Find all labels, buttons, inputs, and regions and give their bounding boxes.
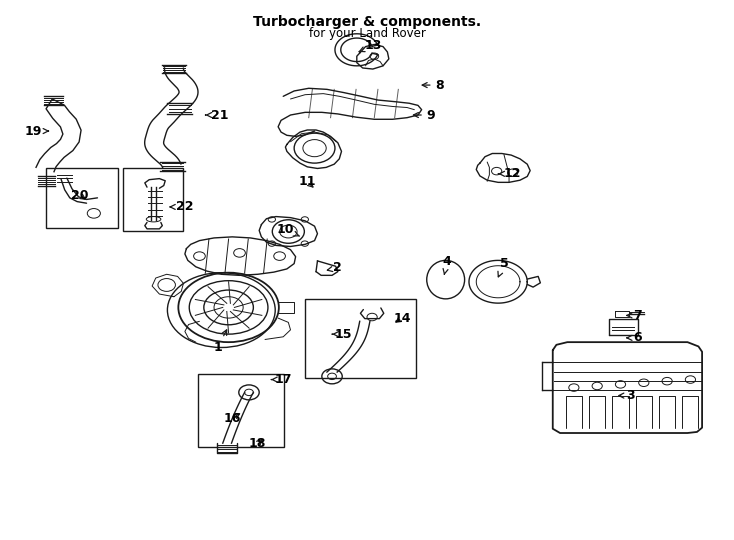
Text: 8: 8 (422, 79, 444, 92)
Text: 13: 13 (359, 39, 382, 52)
Text: 15: 15 (333, 328, 352, 341)
Bar (123, 168, 183, 231)
Text: for your Land Rover: for your Land Rover (308, 27, 426, 40)
Text: 12: 12 (498, 167, 521, 180)
Bar (46, 168, 118, 228)
Text: 22: 22 (170, 200, 194, 213)
Text: 14: 14 (393, 312, 411, 325)
Text: 11: 11 (299, 176, 316, 188)
Text: 20: 20 (70, 188, 88, 201)
Text: 1: 1 (214, 330, 227, 354)
Text: 10: 10 (277, 224, 299, 237)
Text: 6: 6 (627, 332, 642, 345)
Text: 21: 21 (206, 109, 228, 122)
Text: Turbocharger & components.: Turbocharger & components. (253, 15, 481, 29)
Text: 18: 18 (249, 437, 266, 450)
Text: 4: 4 (443, 255, 451, 274)
Text: 3: 3 (619, 389, 635, 402)
Text: 5: 5 (498, 257, 509, 277)
Text: 9: 9 (413, 109, 435, 122)
Text: 17: 17 (272, 373, 292, 386)
Bar (198, 374, 284, 448)
Text: 19: 19 (25, 125, 48, 138)
Bar (305, 299, 415, 378)
Text: 7: 7 (627, 309, 642, 322)
Text: 16: 16 (224, 411, 241, 424)
Text: 2: 2 (327, 261, 342, 274)
